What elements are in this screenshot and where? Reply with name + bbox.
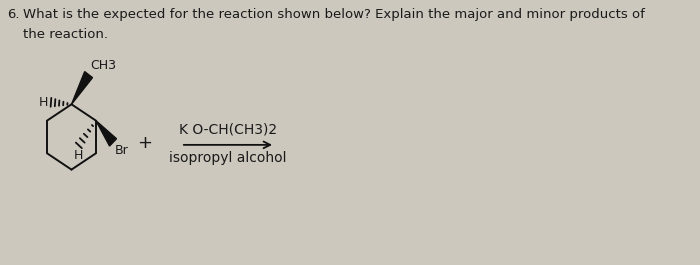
Text: K O-CH(CH3)2: K O-CH(CH3)2 [179,123,277,137]
Text: H: H [74,149,83,162]
Text: Br: Br [115,144,129,157]
Text: CH3: CH3 [90,59,116,72]
Text: isopropyl alcohol: isopropyl alcohol [169,151,287,165]
Text: What is the expected for the reaction shown below? Explain the major and minor p: What is the expected for the reaction sh… [23,8,645,21]
Text: +: + [137,134,153,152]
Polygon shape [71,72,92,104]
Polygon shape [96,121,116,146]
Text: 6.: 6. [8,8,20,21]
Text: the reaction.: the reaction. [23,28,108,41]
Text: H: H [39,96,48,109]
